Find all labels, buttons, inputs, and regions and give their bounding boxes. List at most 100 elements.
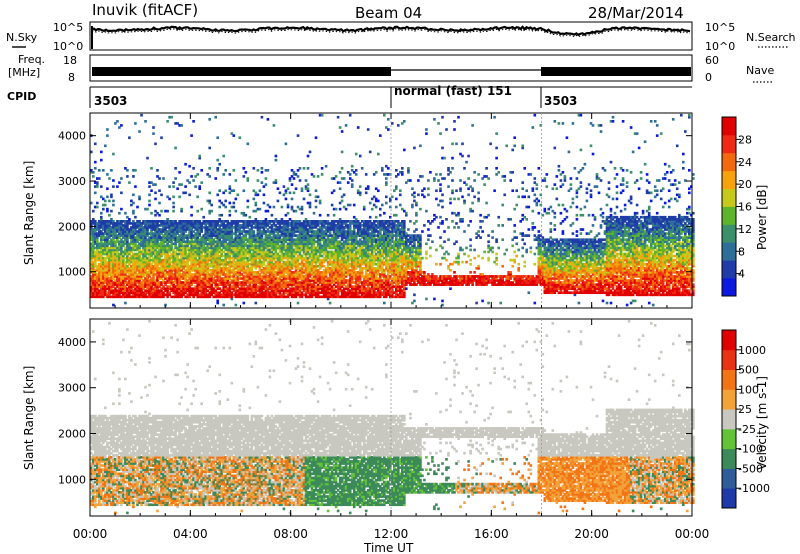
power-cell [198,269,202,272]
power-cell [200,262,204,266]
power-cell [98,254,101,258]
power-cell [100,218,103,221]
power-cell [98,267,101,270]
power-cell [92,256,95,260]
power-cell [98,250,101,254]
noise-panel-frame [89,21,693,51]
power-cell [168,238,171,242]
power-cell [222,242,226,246]
power-cell [196,287,200,291]
power-cell [96,258,99,262]
power-cell [224,258,228,262]
power-cell [112,252,115,256]
power-cell [198,230,202,233]
power-cell [188,232,191,235]
power-cell [212,264,216,268]
power-cell [116,291,119,295]
power-cell [94,295,97,299]
power-cell [168,260,171,264]
power-cell [194,242,197,246]
power-cell [132,285,135,288]
power-cell [212,277,216,280]
power-cell [222,303,226,307]
power-cell [192,240,195,244]
power-cell [110,275,113,278]
power-cell [160,281,163,284]
power-cell [194,236,197,239]
power-cell [174,242,177,246]
power-cell [100,254,103,258]
power-cell [142,234,145,237]
power-cell [174,177,177,180]
power-cell [94,167,97,170]
power-cell [130,250,133,254]
power-cell [124,242,127,246]
power-cell [216,242,220,246]
power-cell [128,220,131,223]
power-cell [160,230,163,233]
power-cell [150,236,153,239]
power-cell [296,175,300,178]
power-cell [96,183,99,186]
power-cell [108,213,111,217]
power-cell [178,264,181,268]
power-cell [128,228,131,231]
power-cell [204,285,208,288]
power-cell [232,273,236,276]
power-cell [172,264,175,268]
power-cell [226,248,230,252]
power-cell [112,267,115,270]
power-cell [108,199,111,203]
power-cell [128,269,131,272]
power-cell [164,254,167,258]
power-cell [218,264,222,268]
power-cell [232,169,236,172]
power-cell [100,258,103,262]
power-cell [232,260,236,264]
power-cell [122,273,125,276]
power-cell [342,177,346,180]
power-cell [218,283,222,286]
power-cell [132,175,135,178]
power-cell [190,273,193,276]
power-cell [198,154,202,158]
power-cell [226,287,230,291]
power-cell [196,262,200,266]
power-cell [176,238,179,242]
power-cell [108,293,111,297]
power-cell [332,189,336,193]
power-cell [124,285,127,288]
power-cell [352,203,356,207]
power-cell [218,244,222,248]
power-cell [226,242,230,246]
power-cell [350,179,354,182]
power-cell [218,226,222,229]
power-cell [228,191,232,195]
power-cell [162,242,165,246]
power-cell [196,236,200,239]
power-cell [114,236,117,239]
power-cell [208,256,212,260]
power-cell [248,215,252,219]
power-cell [92,260,95,264]
power-cell [102,244,105,248]
power-cell [90,238,93,242]
power-cell [190,242,193,246]
power-cell [148,262,151,266]
power-cell [216,256,220,260]
power-cell [114,273,117,276]
power-cell [112,256,115,260]
power-cell [232,277,236,280]
power-cell [118,248,121,252]
power-cell [168,285,171,288]
power-cell [200,250,204,254]
power-cell [90,275,93,278]
power-cell [206,232,210,235]
power-cell [228,293,232,297]
power-cell [154,222,157,225]
nsearch-tick-low: 10^0 [705,40,735,53]
power-cell [114,242,117,246]
power-cell [174,271,177,274]
power-cell [112,293,115,297]
power-cell [134,215,137,219]
